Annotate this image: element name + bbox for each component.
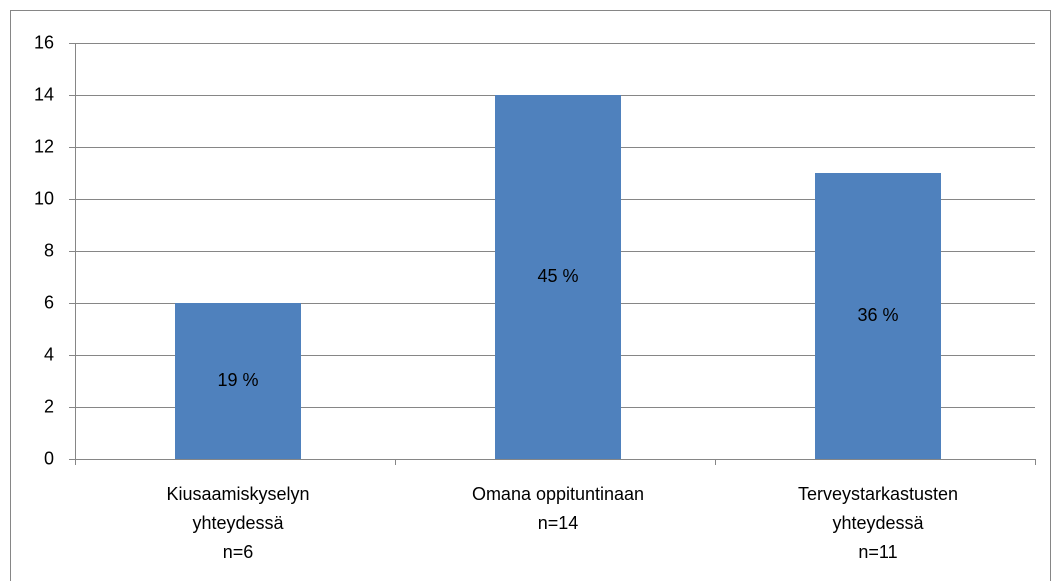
y-tick-label: 10	[34, 188, 54, 208]
y-tick-label: 0	[44, 448, 54, 468]
bar	[495, 95, 621, 459]
x-tick-label: Omana oppituntinaan	[472, 484, 644, 504]
y-tick-label: 16	[34, 32, 54, 52]
x-tick-label: Terveystarkastusten	[798, 484, 958, 504]
x-tick-label: n=11	[858, 542, 897, 562]
x-tick-label: Kiusaamiskyselyn	[166, 484, 309, 504]
x-tick-label: yhteydessä	[192, 513, 284, 533]
y-tick-label: 4	[44, 344, 54, 364]
y-tick-label: 8	[44, 240, 54, 260]
bar-annotation: 45 %	[537, 266, 578, 286]
x-tick-label: n=6	[223, 542, 254, 562]
y-tick-label: 12	[34, 136, 54, 156]
bar	[815, 173, 941, 459]
y-tick-label: 14	[34, 84, 54, 104]
y-tick-label: 6	[44, 292, 54, 312]
x-tick-label: yhteydessä	[832, 513, 924, 533]
bar-annotation: 36 %	[857, 305, 898, 325]
x-tick-label: n=14	[538, 513, 579, 533]
bar	[175, 303, 301, 459]
bar-annotation: 19 %	[217, 370, 258, 390]
y-tick-label: 2	[44, 396, 54, 416]
